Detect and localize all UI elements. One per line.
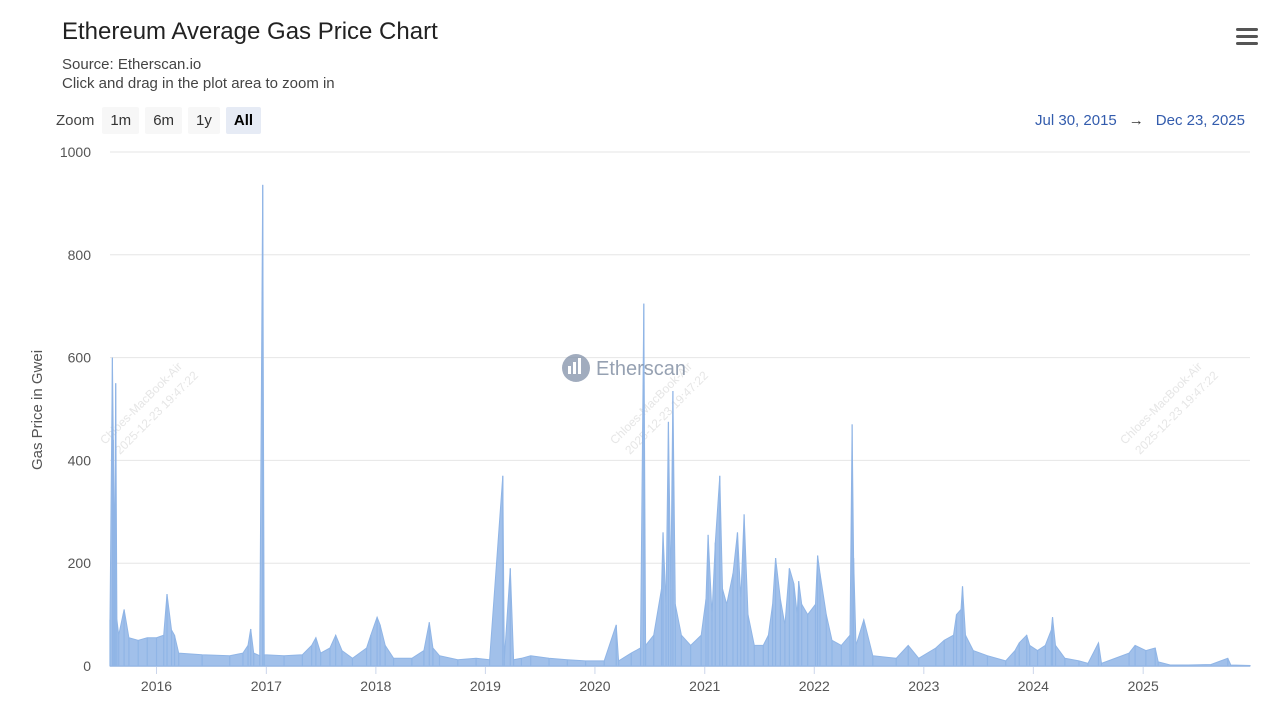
y-axis-title: Gas Price in Gwei bbox=[29, 350, 46, 470]
x-tick-label: 2024 bbox=[1018, 678, 1049, 694]
menu-bar bbox=[1236, 28, 1258, 31]
zoom-1m-button[interactable]: 1m bbox=[102, 107, 140, 134]
y-tick-label: 400 bbox=[68, 452, 92, 468]
x-tick-label: 2022 bbox=[799, 678, 830, 694]
hamburger-menu-icon[interactable] bbox=[1236, 28, 1258, 46]
gas-price-series bbox=[109, 184, 1251, 667]
x-tick-label: 2025 bbox=[1128, 678, 1159, 694]
logo-bar bbox=[568, 366, 571, 374]
x-tick-label: 2017 bbox=[251, 678, 282, 694]
date-range: Jul 30, 2015 → Dec 23, 2025 bbox=[1035, 112, 1245, 129]
y-axis-ticks: 0 200 400 600 800 1000 bbox=[60, 144, 91, 674]
x-tick-label: 2018 bbox=[360, 678, 391, 694]
zoom-1y-button[interactable]: 1y bbox=[188, 107, 220, 134]
zoom-label: Zoom bbox=[56, 112, 95, 129]
chart-title: Ethereum Average Gas Price Chart bbox=[62, 18, 438, 45]
series-area bbox=[109, 184, 1251, 667]
y-tick-label: 1000 bbox=[60, 144, 91, 160]
zoom-hint: Click and drag in the plot area to zoom … bbox=[62, 75, 335, 92]
y-tick-label: 0 bbox=[83, 658, 91, 674]
x-tick-label: 2021 bbox=[689, 678, 720, 694]
y-tick-label: 600 bbox=[68, 350, 92, 366]
logo-text: Etherscan bbox=[596, 358, 686, 380]
zoom-all-button[interactable]: All bbox=[225, 107, 262, 134]
x-tick-label: 2016 bbox=[141, 678, 172, 694]
logo-bar bbox=[573, 362, 576, 374]
x-tick-label: 2023 bbox=[908, 678, 939, 694]
y-tick-label: 200 bbox=[68, 555, 92, 571]
range-arrow: → bbox=[1128, 112, 1144, 129]
menu-bar bbox=[1236, 42, 1258, 45]
zoom-selector: Zoom 1m 6m 1y All bbox=[56, 107, 262, 134]
logo-bar bbox=[578, 358, 581, 374]
range-from[interactable]: Jul 30, 2015 bbox=[1035, 112, 1117, 129]
x-tick-label: 2020 bbox=[579, 678, 610, 694]
menu-bar bbox=[1236, 35, 1258, 38]
y-tick-label: 800 bbox=[68, 247, 92, 263]
source-credit: Source: Etherscan.io bbox=[62, 56, 202, 73]
chart-subtitle: Source: Etherscan.io Click and drag in t… bbox=[62, 55, 335, 93]
range-to[interactable]: Dec 23, 2025 bbox=[1155, 112, 1245, 129]
zoom-6m-button[interactable]: 6m bbox=[145, 107, 183, 134]
etherscan-logo: Etherscan bbox=[562, 354, 686, 382]
x-tick-label: 2019 bbox=[470, 678, 501, 694]
x-axis-ticks: 2016 2017 2018 2019 2020 2021 2022 2023 2024 2025 bbox=[110, 666, 1250, 694]
